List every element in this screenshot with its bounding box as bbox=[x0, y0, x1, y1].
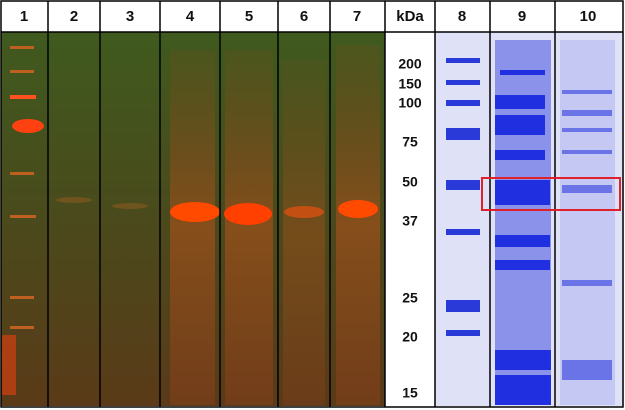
marker-label: 75 bbox=[402, 134, 418, 150]
marker-label: 25 bbox=[402, 290, 418, 306]
lane-label: 7 bbox=[353, 8, 361, 25]
marker-label: 100 bbox=[398, 95, 422, 111]
highlight-box bbox=[481, 177, 621, 211]
lane-label: 2 bbox=[70, 8, 78, 25]
marker-label: 15 bbox=[402, 385, 418, 401]
lane-label: 9 bbox=[518, 8, 526, 25]
marker-label: 50 bbox=[402, 174, 418, 190]
marker-label: 200 bbox=[398, 56, 422, 72]
kda-column bbox=[386, 32, 435, 406]
unit-label: kDa bbox=[396, 8, 424, 25]
lane-label: 3 bbox=[126, 8, 134, 25]
marker-label: 150 bbox=[398, 76, 422, 92]
ladder-lane-1 bbox=[2, 46, 44, 395]
lane-label: 1 bbox=[20, 8, 28, 25]
ladder-lane-8 bbox=[446, 58, 480, 336]
lane-label: 8 bbox=[458, 8, 466, 25]
lane-label: 5 bbox=[245, 8, 253, 25]
lane-label: 6 bbox=[300, 8, 308, 25]
header-row bbox=[0, 0, 624, 32]
lane-label: 10 bbox=[580, 8, 597, 25]
lane-label: 4 bbox=[186, 8, 195, 25]
lane-9-bands bbox=[495, 40, 551, 405]
orange-smears bbox=[56, 45, 380, 405]
marker-label: 37 bbox=[402, 213, 418, 229]
marker-label: 20 bbox=[402, 329, 418, 345]
lane-10-bands bbox=[560, 40, 615, 405]
